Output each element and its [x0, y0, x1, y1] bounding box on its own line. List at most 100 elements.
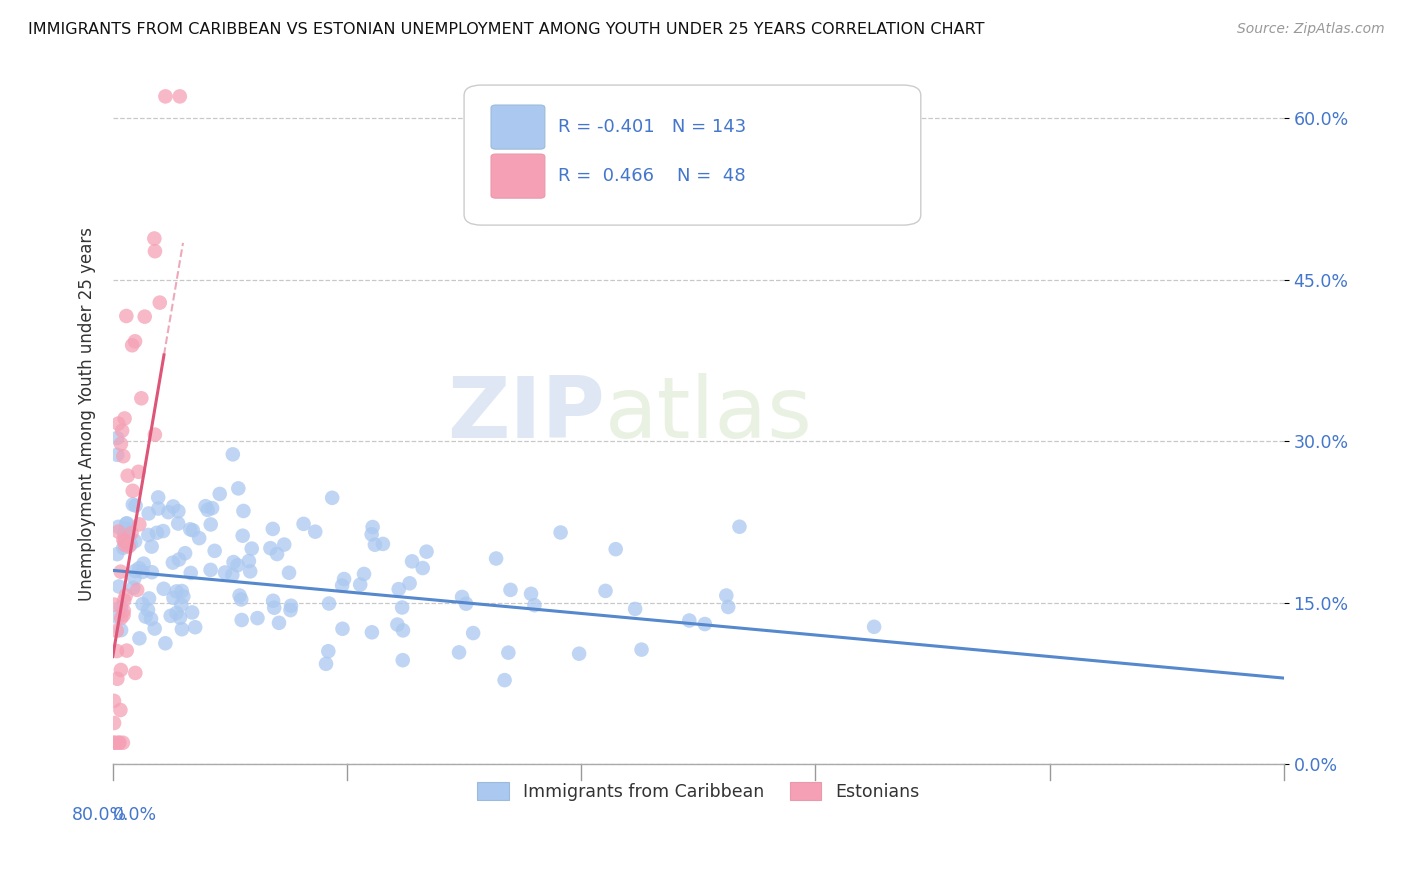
Point: [124, 534, 146, 549]
Point: [361, 625, 384, 640]
Point: [112, 541, 135, 555]
Point: [238, 554, 260, 568]
Point: [222, 555, 245, 569]
Point: [240, 541, 263, 556]
Point: [105, 547, 128, 561]
Text: R =  0.466    N =  48: R = 0.466 N = 48: [558, 167, 745, 186]
Point: [155, 636, 177, 650]
Text: ZIP: ZIP: [447, 373, 605, 456]
Y-axis label: Unemployment Among Youth under 25 years: Unemployment Among Youth under 25 years: [79, 227, 96, 601]
Point: [200, 563, 222, 577]
Point: [152, 582, 174, 596]
Point: [131, 392, 153, 406]
Point: [115, 516, 138, 531]
Point: [136, 603, 159, 617]
Point: [146, 525, 169, 540]
Point: [138, 528, 160, 542]
Point: [863, 620, 886, 634]
Point: [330, 578, 353, 592]
Point: [118, 540, 141, 554]
Point: [162, 591, 184, 605]
Point: [112, 608, 135, 623]
Point: [180, 566, 202, 580]
Point: [114, 533, 136, 548]
Point: [228, 482, 250, 496]
Point: [167, 516, 190, 531]
Point: [131, 565, 153, 579]
Point: [162, 500, 184, 514]
Point: [143, 622, 166, 636]
Point: [120, 537, 142, 551]
Point: [110, 663, 132, 677]
Point: [112, 593, 135, 607]
Point: [127, 582, 149, 597]
Point: [122, 581, 145, 595]
Point: [360, 527, 382, 541]
Point: [333, 572, 356, 586]
Point: [127, 465, 149, 479]
Point: [112, 526, 135, 541]
Point: [114, 538, 136, 552]
Point: [259, 541, 281, 556]
FancyBboxPatch shape: [464, 85, 921, 225]
Text: atlas: atlas: [605, 373, 813, 456]
Point: [391, 600, 413, 615]
Text: IMMIGRANTS FROM CARIBBEAN VS ESTONIAN UNEMPLOYMENT AMONG YOUTH UNDER 25 YEARS CO: IMMIGRANTS FROM CARIBBEAN VS ESTONIAN UN…: [28, 22, 984, 37]
Point: [114, 534, 136, 549]
Point: [693, 617, 716, 632]
Point: [447, 645, 470, 659]
Point: [121, 498, 143, 512]
Point: [128, 517, 150, 532]
Point: [107, 524, 129, 539]
Point: [124, 665, 146, 680]
Point: [391, 653, 413, 667]
Point: [228, 589, 250, 603]
Point: [143, 231, 166, 245]
Point: [201, 501, 224, 516]
Point: [318, 644, 340, 658]
FancyBboxPatch shape: [491, 105, 546, 149]
Legend: Immigrants from Caribbean, Estonians: Immigrants from Caribbean, Estonians: [471, 775, 927, 808]
Point: [273, 538, 295, 552]
Point: [103, 736, 125, 750]
Point: [523, 598, 546, 612]
Point: [162, 556, 184, 570]
Point: [159, 608, 181, 623]
Point: [184, 620, 207, 634]
Point: [107, 736, 129, 750]
Point: [110, 437, 132, 451]
Point: [141, 566, 163, 580]
Point: [371, 537, 394, 551]
Point: [148, 501, 170, 516]
Point: [605, 542, 627, 557]
Point: [226, 558, 249, 573]
Point: [266, 547, 288, 561]
Point: [197, 503, 219, 517]
Text: 0.0%: 0.0%: [112, 806, 157, 824]
Point: [143, 244, 166, 259]
Point: [118, 529, 141, 543]
Point: [630, 642, 652, 657]
FancyBboxPatch shape: [491, 154, 546, 198]
Point: [112, 533, 135, 547]
Point: [387, 617, 409, 632]
Point: [103, 598, 125, 612]
Point: [103, 716, 125, 731]
Point: [104, 736, 127, 750]
Point: [115, 522, 138, 536]
Point: [108, 579, 131, 593]
Point: [262, 522, 284, 536]
Point: [105, 644, 128, 658]
Point: [214, 566, 236, 580]
Point: [332, 622, 354, 636]
Point: [115, 643, 138, 657]
Point: [728, 520, 751, 534]
Point: [143, 427, 166, 442]
Point: [412, 561, 434, 575]
Point: [110, 623, 132, 637]
Point: [166, 606, 188, 620]
Point: [111, 424, 134, 438]
Point: [128, 561, 150, 575]
Point: [107, 520, 129, 534]
Point: [716, 589, 738, 603]
